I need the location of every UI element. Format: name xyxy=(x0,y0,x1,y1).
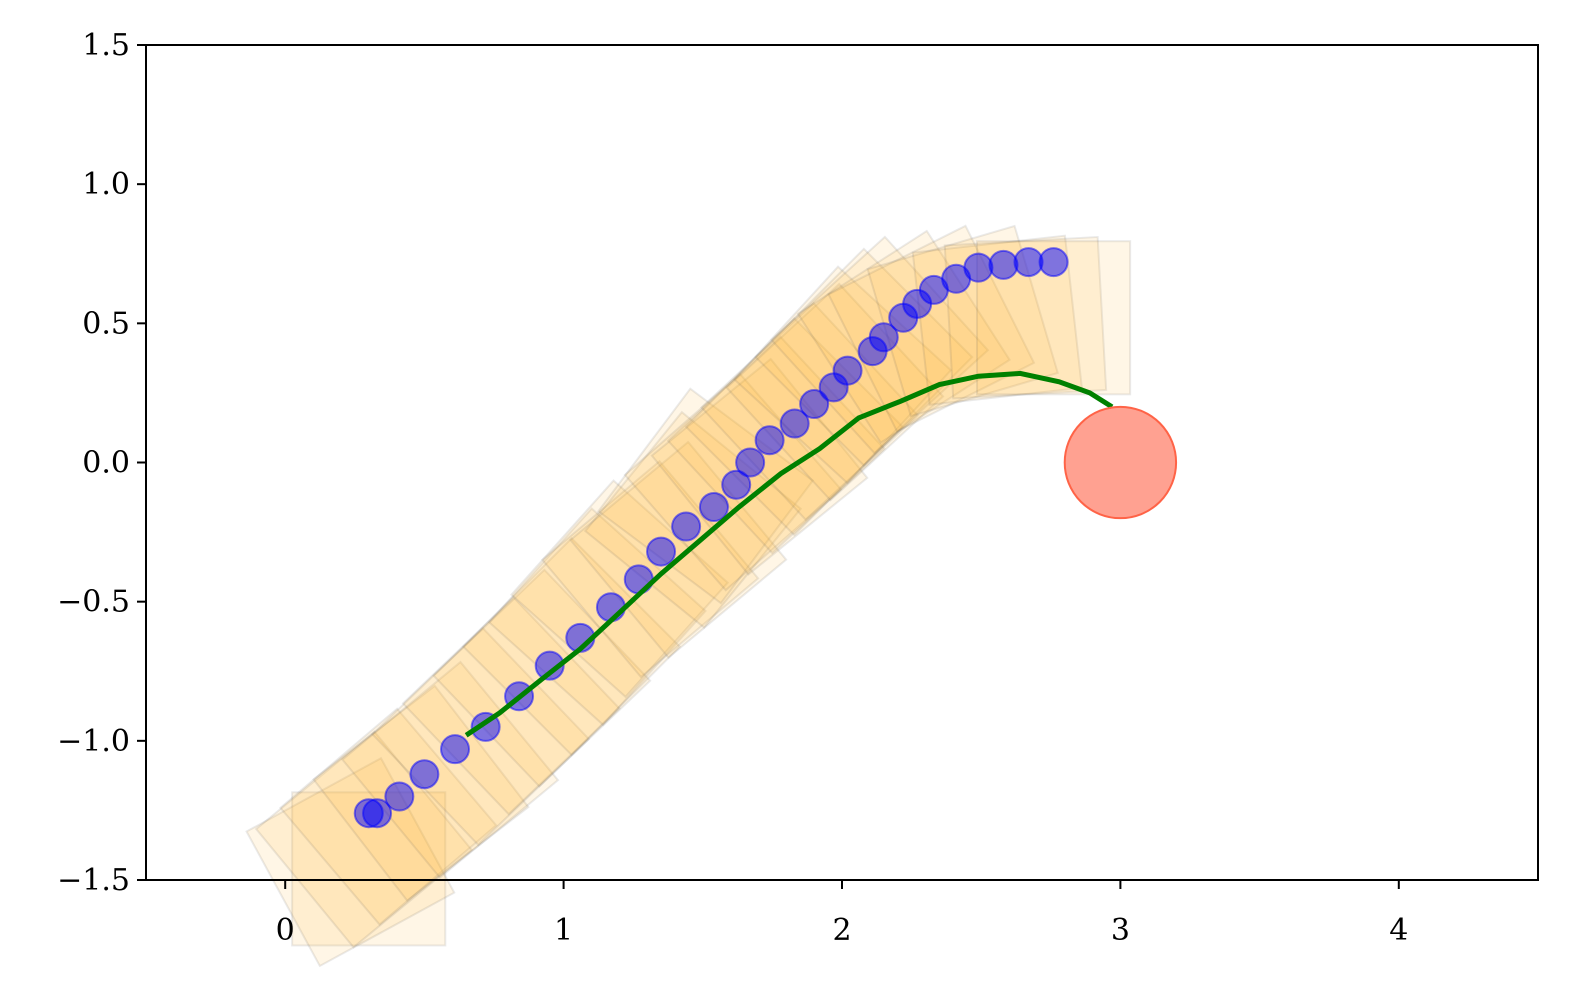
point xyxy=(721,469,752,500)
trajectory-line xyxy=(464,370,1114,738)
pose xyxy=(341,660,560,880)
point xyxy=(1038,247,1069,278)
y-tick-label: −0.5 xyxy=(57,585,130,620)
point xyxy=(1013,247,1044,278)
point xyxy=(384,781,415,812)
x-tick-label: 4 xyxy=(1389,913,1408,948)
y-tick-label: −1.5 xyxy=(57,863,130,898)
point xyxy=(534,650,565,681)
y-tick-label: 1.5 xyxy=(82,28,130,63)
plot-area xyxy=(245,224,1178,968)
point xyxy=(646,536,677,567)
point xyxy=(698,492,729,523)
y-tick-label: −1.0 xyxy=(57,724,130,759)
point xyxy=(754,425,785,456)
point xyxy=(963,252,994,283)
x-tick-label: 0 xyxy=(276,913,295,948)
point xyxy=(409,759,440,790)
point xyxy=(735,447,766,478)
point xyxy=(868,322,899,353)
x-tick-label: 3 xyxy=(1111,913,1130,948)
x-tick-label: 1 xyxy=(554,913,573,948)
y-tick-label: 1.0 xyxy=(82,167,130,202)
y-tick-label: 0.5 xyxy=(82,306,130,341)
pose xyxy=(312,684,530,903)
point xyxy=(440,734,471,765)
target xyxy=(1063,405,1178,520)
point xyxy=(595,592,626,623)
point xyxy=(799,389,830,420)
x-tick-label: 2 xyxy=(832,913,851,948)
point xyxy=(832,355,863,386)
point xyxy=(988,249,1019,280)
point xyxy=(362,798,393,829)
point xyxy=(623,564,654,595)
point xyxy=(779,408,810,439)
y-tick-label: 0.0 xyxy=(82,446,130,481)
point xyxy=(671,511,702,542)
